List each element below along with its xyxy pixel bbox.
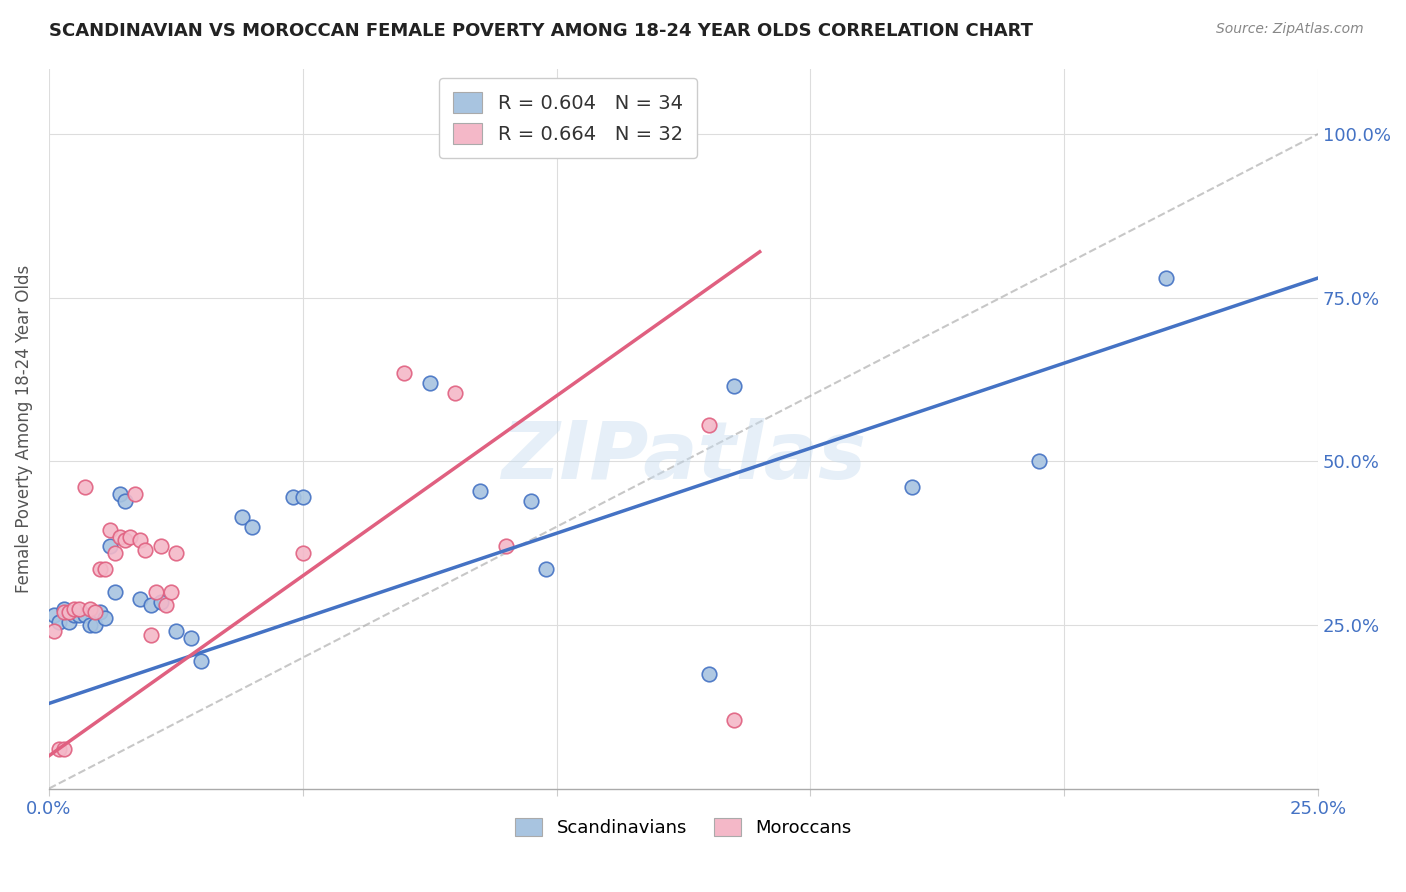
Point xyxy=(281,490,304,504)
Point xyxy=(291,546,314,560)
Point xyxy=(723,379,745,393)
Point xyxy=(98,539,121,553)
Point xyxy=(53,742,76,756)
Point xyxy=(67,608,90,623)
Point xyxy=(495,539,517,553)
Point xyxy=(58,615,80,629)
Point xyxy=(145,585,167,599)
Point xyxy=(697,667,720,681)
Point xyxy=(419,376,441,390)
Point xyxy=(42,624,65,639)
Point xyxy=(53,601,76,615)
Point xyxy=(104,546,127,560)
Point xyxy=(470,483,492,498)
Point xyxy=(83,618,105,632)
Point xyxy=(58,605,80,619)
Point xyxy=(98,523,121,537)
Point xyxy=(697,418,720,433)
Point xyxy=(48,742,70,756)
Point xyxy=(48,615,70,629)
Point xyxy=(79,618,101,632)
Point xyxy=(83,605,105,619)
Point xyxy=(63,601,86,615)
Point xyxy=(240,519,263,533)
Point xyxy=(79,601,101,615)
Point xyxy=(63,608,86,623)
Point xyxy=(291,490,314,504)
Point xyxy=(129,533,152,547)
Legend: Scandinavians, Moroccans: Scandinavians, Moroccans xyxy=(508,811,859,845)
Point xyxy=(180,631,202,645)
Point xyxy=(159,585,181,599)
Point xyxy=(104,585,127,599)
Point xyxy=(155,599,177,613)
Point xyxy=(149,595,172,609)
Point xyxy=(444,385,467,400)
Point xyxy=(89,562,111,576)
Point xyxy=(901,480,924,494)
Point xyxy=(1154,271,1177,285)
Point xyxy=(520,493,543,508)
Point xyxy=(89,605,111,619)
Point xyxy=(120,529,142,543)
Point xyxy=(394,366,416,380)
Point xyxy=(73,480,96,494)
Point xyxy=(108,487,131,501)
Point xyxy=(165,546,187,560)
Point xyxy=(124,487,146,501)
Point xyxy=(149,539,172,553)
Text: ZIPatlas: ZIPatlas xyxy=(501,418,866,496)
Point xyxy=(73,608,96,623)
Point xyxy=(231,509,253,524)
Point xyxy=(536,562,558,576)
Point xyxy=(114,493,136,508)
Point xyxy=(165,624,187,639)
Point xyxy=(53,605,76,619)
Point xyxy=(114,533,136,547)
Text: Source: ZipAtlas.com: Source: ZipAtlas.com xyxy=(1216,22,1364,37)
Point xyxy=(42,608,65,623)
Point xyxy=(1028,454,1050,468)
Point xyxy=(129,591,152,606)
Y-axis label: Female Poverty Among 18-24 Year Olds: Female Poverty Among 18-24 Year Olds xyxy=(15,264,32,592)
Point xyxy=(139,599,162,613)
Point xyxy=(67,601,90,615)
Point xyxy=(94,562,117,576)
Text: SCANDINAVIAN VS MOROCCAN FEMALE POVERTY AMONG 18-24 YEAR OLDS CORRELATION CHART: SCANDINAVIAN VS MOROCCAN FEMALE POVERTY … xyxy=(49,22,1033,40)
Point xyxy=(723,713,745,727)
Point xyxy=(94,611,117,625)
Point xyxy=(139,628,162,642)
Point xyxy=(134,542,156,557)
Point xyxy=(108,529,131,543)
Point xyxy=(190,654,212,668)
